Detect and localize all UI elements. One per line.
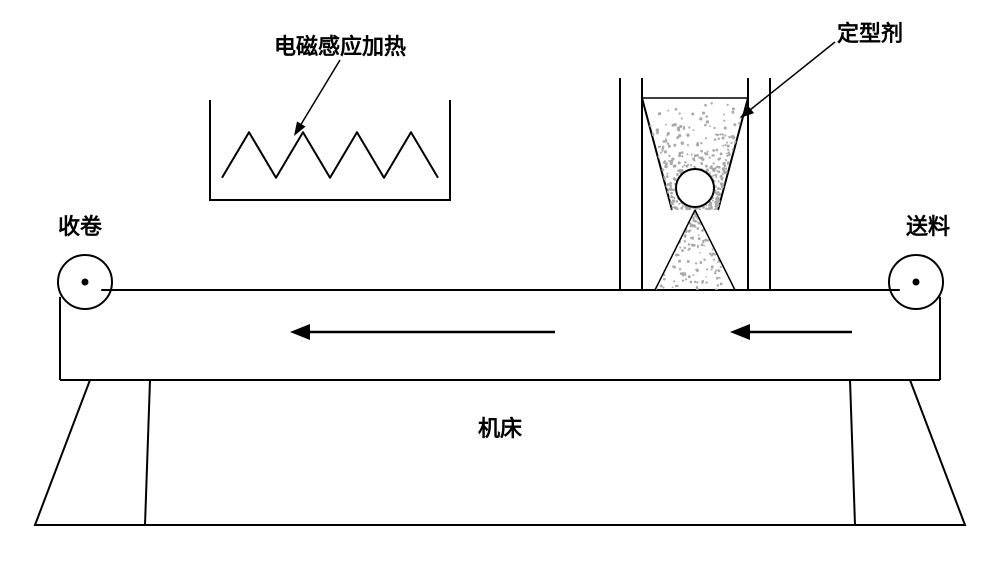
heater-label: 电磁感应加热 — [274, 34, 406, 59]
feeding-label: 送料 — [906, 214, 950, 239]
hopper-roller — [676, 169, 714, 207]
heater — [210, 100, 450, 200]
flow-arrows — [290, 324, 852, 340]
roller-left — [58, 255, 112, 309]
roller-right — [889, 255, 943, 309]
winding-label: 收卷 — [58, 214, 103, 239]
machine-bed — [35, 290, 965, 525]
fixative-label: 定型剂 — [837, 21, 903, 46]
machine-label: 机床 — [478, 416, 523, 441]
